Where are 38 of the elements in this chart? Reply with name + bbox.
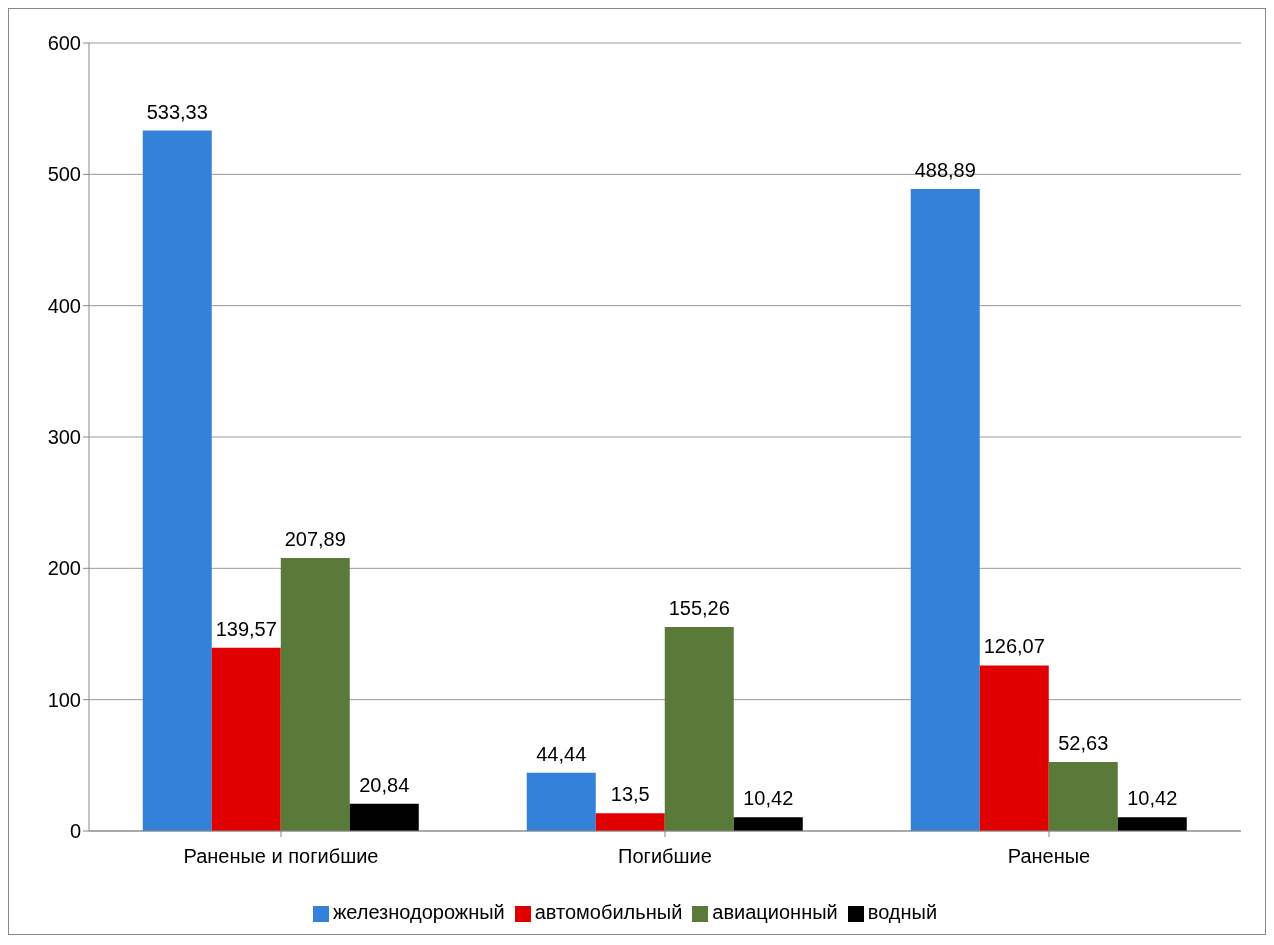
legend-label: железнодорожный: [332, 901, 505, 923]
bar: [910, 188, 980, 831]
legend-label: автомобильный: [534, 901, 683, 923]
bar: [349, 803, 419, 831]
y-tick-label: 500: [47, 163, 81, 186]
y-tick-label: 0: [69, 820, 81, 843]
data-label: 488,89: [914, 158, 976, 181]
y-tick-label: 200: [47, 557, 81, 580]
data-label: 533,33: [146, 100, 208, 123]
data-label: 20,84: [359, 773, 410, 796]
bar: [979, 665, 1049, 831]
bar: [526, 772, 596, 831]
data-label: 13,5: [610, 783, 650, 806]
data-label: 126,07: [983, 635, 1045, 658]
legend-label: водный: [867, 901, 938, 923]
y-tick-label: 100: [47, 688, 81, 711]
x-tick-label: Раненые и погибшие: [183, 845, 379, 868]
x-tick-label: Погибшие: [618, 845, 712, 868]
legend-label: авиационный: [712, 901, 838, 923]
data-label: 155,26: [668, 597, 730, 620]
bar: [1117, 817, 1187, 831]
bar: [142, 130, 212, 831]
bar: [211, 647, 281, 831]
data-label: 10,42: [1127, 787, 1178, 810]
bar: [664, 627, 734, 831]
bar: [733, 817, 803, 831]
data-label: 52,63: [1058, 731, 1109, 754]
y-tick-label: 300: [47, 426, 81, 449]
data-label: 207,89: [284, 527, 346, 550]
bar: [1048, 761, 1118, 831]
data-label: 44,44: [536, 742, 587, 765]
y-tick-label: 600: [47, 32, 81, 55]
bar: [595, 813, 665, 831]
bar: [280, 557, 350, 831]
y-tick-label: 400: [47, 294, 81, 317]
data-label: 10,42: [743, 787, 794, 810]
x-tick-label: Раненые: [1007, 845, 1091, 868]
data-label: 139,57: [215, 617, 277, 640]
